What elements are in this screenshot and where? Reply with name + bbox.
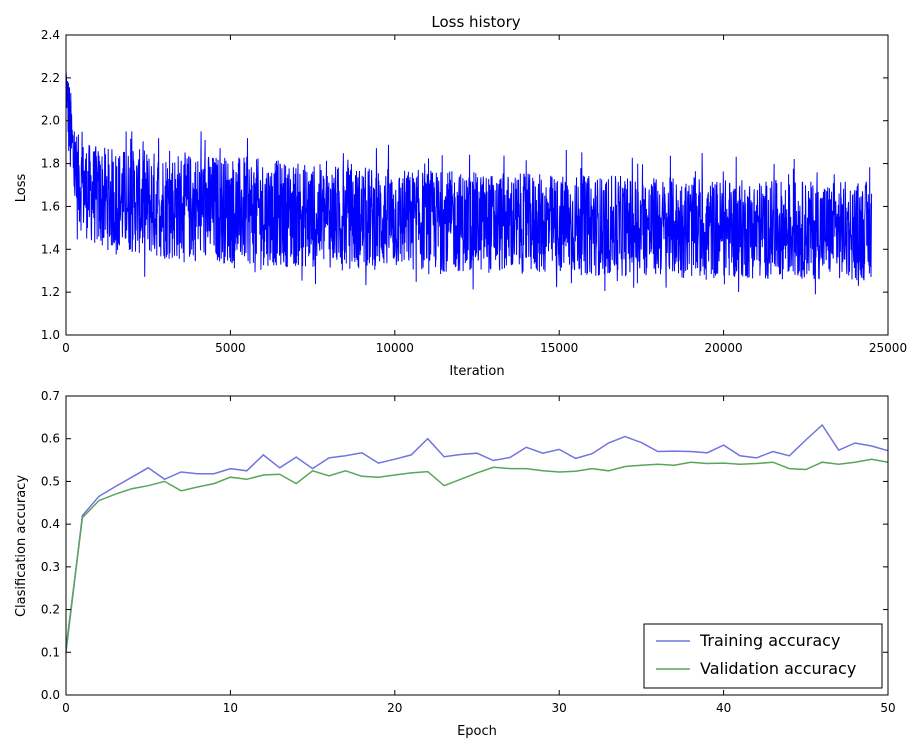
accuracy-x-tick-label: 40 bbox=[716, 701, 731, 715]
loss-x-tick-label: 25000 bbox=[869, 341, 907, 355]
loss-x-axis-label: Iteration bbox=[449, 364, 504, 379]
loss-x-tick-label: 15000 bbox=[540, 341, 578, 355]
loss-x-tick-label: 10000 bbox=[376, 341, 414, 355]
loss-y-tick-label: 1.2 bbox=[41, 285, 60, 299]
accuracy-y-tick-label: 0.3 bbox=[41, 560, 60, 574]
accuracy-y-axis-label: Clasification accuracy bbox=[14, 475, 29, 617]
loss-y-tick-label: 1.8 bbox=[41, 157, 60, 171]
loss-y-tick-label: 1.4 bbox=[41, 242, 60, 256]
legend: Training accuracy Validation accuracy bbox=[643, 623, 883, 689]
validation-accuracy-line bbox=[65, 458, 889, 649]
loss-y-axis-label: Loss bbox=[14, 174, 29, 203]
accuracy-y-tick-label: 0.0 bbox=[41, 688, 60, 702]
legend-box bbox=[643, 623, 883, 689]
accuracy-x-axis: 0 10 20 30 40 50 bbox=[62, 396, 896, 715]
accuracy-y-tick-label: 0.7 bbox=[41, 389, 60, 403]
accuracy-x-tick-label: 30 bbox=[552, 701, 567, 715]
accuracy-y-tick-label: 0.6 bbox=[41, 432, 60, 446]
training-accuracy-line bbox=[65, 423, 889, 653]
loss-series bbox=[65, 71, 873, 295]
accuracy-x-tick-label: 20 bbox=[387, 701, 402, 715]
loss-x-tick-label: 20000 bbox=[705, 341, 743, 355]
accuracy-chart: 0 10 20 30 40 50 0.0 0.1 0.2 0.3 0.4 0.5 0.6 0.7 Epo… bbox=[14, 389, 896, 739]
accuracy-x-axis-label: Epoch bbox=[457, 724, 497, 739]
loss-chart: Loss history 0 5000 10000 15000 20000 25000 1… bbox=[14, 13, 907, 379]
accuracy-y-tick-label: 0.5 bbox=[41, 474, 60, 488]
loss-line bbox=[65, 71, 873, 295]
accuracy-plot-frame bbox=[65, 395, 889, 696]
accuracy-x-tick-label: 0 bbox=[62, 701, 70, 715]
loss-y-axis: 1.0 1.2 1.4 1.6 1.8 2.0 2.2 2.4 bbox=[41, 28, 888, 342]
loss-y-tick-label: 1.6 bbox=[41, 199, 60, 213]
loss-x-tick-label: 0 bbox=[62, 341, 70, 355]
legend-training-label: Training accuracy bbox=[699, 631, 840, 650]
loss-x-axis: 0 5000 10000 15000 20000 25000 bbox=[62, 35, 907, 355]
loss-x-tick-label: 5000 bbox=[215, 341, 246, 355]
accuracy-y-tick-label: 0.2 bbox=[41, 603, 60, 617]
accuracy-x-tick-label: 50 bbox=[880, 701, 895, 715]
loss-plot-frame bbox=[65, 34, 889, 336]
loss-y-tick-label: 2.0 bbox=[41, 114, 60, 128]
legend-validation-label: Validation accuracy bbox=[700, 659, 856, 678]
accuracy-series bbox=[65, 423, 889, 653]
accuracy-y-tick-label: 0.1 bbox=[41, 645, 60, 659]
accuracy-y-tick-label: 0.4 bbox=[41, 517, 60, 531]
loss-chart-title: Loss history bbox=[431, 13, 520, 31]
loss-y-tick-label: 1.0 bbox=[41, 328, 60, 342]
accuracy-y-axis: 0.0 0.1 0.2 0.3 0.4 0.5 0.6 0.7 bbox=[41, 389, 888, 702]
accuracy-x-tick-label: 10 bbox=[223, 701, 238, 715]
loss-y-tick-label: 2.2 bbox=[41, 71, 60, 85]
loss-y-tick-label: 2.4 bbox=[41, 28, 60, 42]
